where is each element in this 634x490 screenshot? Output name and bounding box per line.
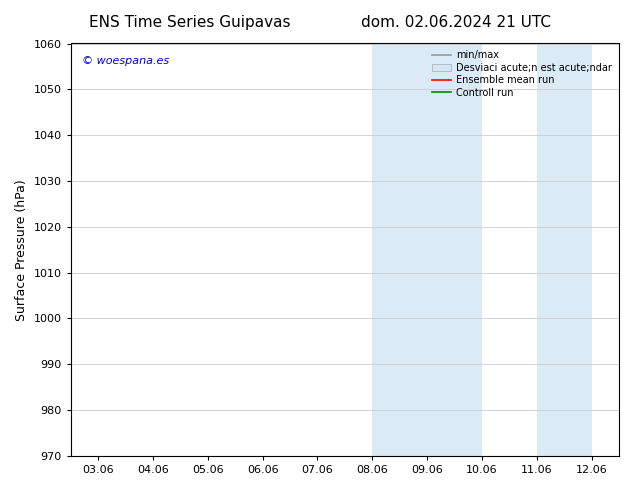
- Text: dom. 02.06.2024 21 UTC: dom. 02.06.2024 21 UTC: [361, 15, 552, 30]
- Legend: min/max, Desviaci acute;n est acute;ndar, Ensemble mean run, Controll run: min/max, Desviaci acute;n est acute;ndar…: [430, 49, 614, 99]
- Y-axis label: Surface Pressure (hPa): Surface Pressure (hPa): [15, 179, 28, 320]
- Bar: [537, 44, 592, 456]
- Text: © woespana.es: © woespana.es: [82, 56, 169, 66]
- Text: ENS Time Series Guipavas: ENS Time Series Guipavas: [89, 15, 291, 30]
- Bar: [372, 44, 482, 456]
